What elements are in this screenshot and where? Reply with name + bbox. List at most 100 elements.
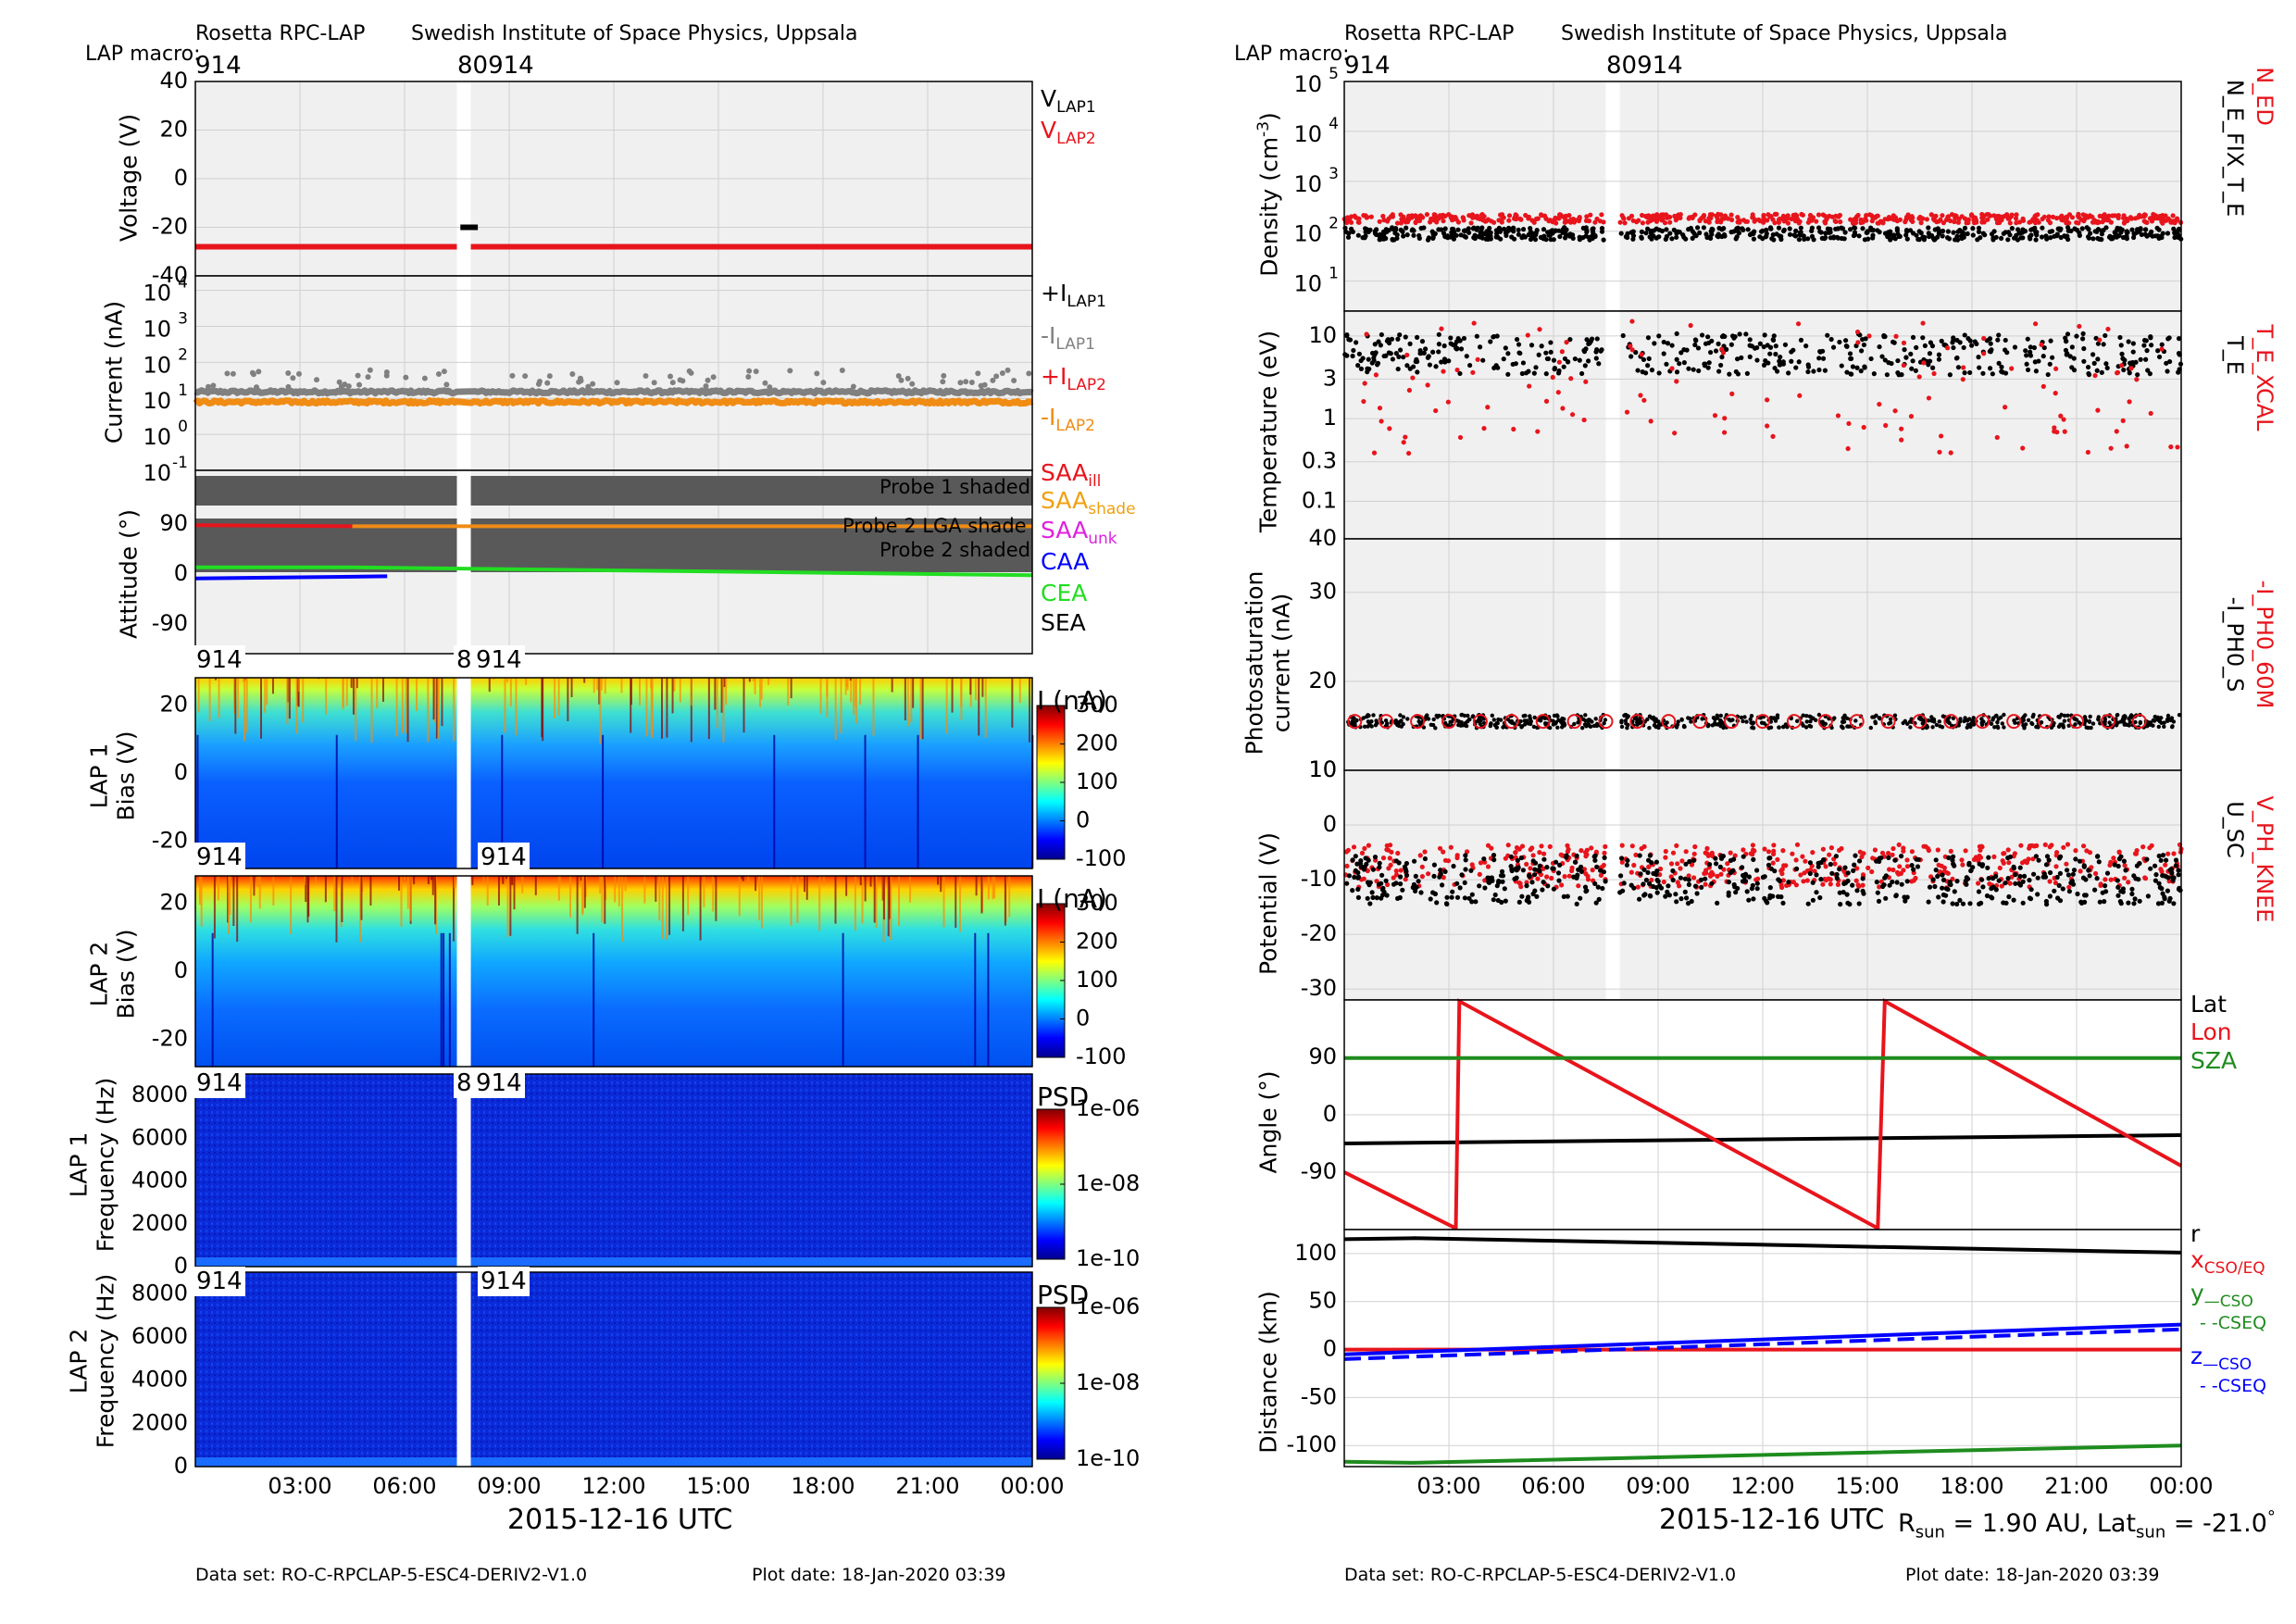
pot-knee-pt-19 bbox=[1403, 877, 1408, 882]
pot-usc-pt-107 bbox=[2066, 889, 2072, 894]
lap2-freq-macro-left: 914 bbox=[193, 1267, 245, 1296]
density-ned-pt-565 bbox=[1974, 219, 1979, 225]
temp-txcal-pt-102 bbox=[1960, 377, 1965, 382]
pot-usc-pt-454 bbox=[1741, 854, 1746, 859]
photo-s-pt-572 bbox=[1559, 718, 1565, 722]
photo-s-pt-427 bbox=[1775, 716, 1780, 720]
photo-s-pt-504 bbox=[1429, 722, 1434, 727]
pot-usc-pt-499 bbox=[1703, 876, 1708, 881]
lap1-bias-streak-52 bbox=[567, 678, 569, 721]
temp-te-pt-189 bbox=[1858, 348, 1865, 354]
pot-ytick-2: -10 bbox=[1301, 866, 1337, 892]
density-ned-pt-11 bbox=[1816, 212, 1822, 218]
lap1-bias-streak-105 bbox=[596, 678, 599, 691]
photo-s-pt-256 bbox=[1840, 724, 1844, 729]
distance-series-3 bbox=[1343, 1322, 2182, 1356]
temp-te-pt-408 bbox=[1927, 351, 1933, 356]
temp-te-pt-413 bbox=[1754, 357, 1760, 363]
current-spike-11 bbox=[990, 377, 996, 383]
density-nefix-pt-232 bbox=[1590, 226, 1595, 232]
current-spike-57 bbox=[814, 370, 820, 377]
pot-usc-pt-490 bbox=[2100, 890, 2105, 895]
temp-te-pt-368 bbox=[1962, 370, 1967, 376]
temp-te-pt-269 bbox=[1384, 338, 1391, 344]
lap1-freq-field bbox=[195, 1074, 1032, 1267]
lap2-bias-streak-126 bbox=[409, 876, 412, 921]
density-ned-pt-500 bbox=[1761, 215, 1766, 220]
density-nefix-pt-542 bbox=[1659, 228, 1665, 234]
pot-knee-pt-127 bbox=[1448, 844, 1454, 850]
left-institute: Swedish Institute of Space Physics, Upps… bbox=[411, 22, 858, 45]
lap1-bias-streak-99 bbox=[215, 678, 218, 681]
pot-knee-pt-295 bbox=[1485, 864, 1491, 869]
right-macro-914: 914 bbox=[1344, 52, 1391, 80]
temp-te-pt-395 bbox=[1572, 356, 1578, 362]
temp-te-pt-138 bbox=[2091, 360, 2097, 366]
temp-te-pt-401 bbox=[1820, 348, 1826, 354]
legend-lon: Lon bbox=[2190, 1018, 2232, 1045]
attitude-ytick-1: 0 bbox=[174, 560, 188, 586]
temp-te-pt-136 bbox=[1430, 349, 1436, 355]
lap1-bias-streak-57 bbox=[919, 678, 922, 740]
temp-te-pt-67 bbox=[1505, 371, 1511, 377]
pot-knee-pt-28 bbox=[1398, 868, 1404, 873]
density-ned-pt-322 bbox=[1850, 220, 1856, 226]
photo-s-pt-298 bbox=[1625, 726, 1629, 731]
pot-usc-pt-304 bbox=[1730, 868, 1736, 873]
pot-knee-pt-301 bbox=[1798, 872, 1803, 878]
pot-usc-pt-541 bbox=[1537, 868, 1542, 874]
pot-usc-pt-241 bbox=[1459, 872, 1465, 878]
pot-usc-pt-142 bbox=[1618, 873, 1624, 879]
photo-s-pt-484 bbox=[1424, 714, 1429, 719]
lap2-bias-streak-110 bbox=[406, 876, 409, 909]
photo-s-pt-308 bbox=[1543, 721, 1548, 726]
photo-60m-7 bbox=[1566, 714, 1582, 730]
temp-txcal-pt-112 bbox=[2124, 443, 2129, 449]
photo-s-pt-633 bbox=[2082, 715, 2088, 719]
temp-te-pt-149 bbox=[1665, 341, 1671, 346]
density-nefix-pt-470 bbox=[1374, 231, 1379, 237]
temp-te-pt-286 bbox=[1718, 362, 1724, 369]
lap1-freq-ytick-1: 6000 bbox=[131, 1124, 188, 1150]
density-nefix-pt-570 bbox=[1541, 236, 1546, 242]
pot-knee-pt-169 bbox=[1441, 875, 1446, 881]
lap2-bias-streak-137 bbox=[624, 876, 627, 892]
temp-txcal-pt-74 bbox=[1583, 379, 1589, 384]
pot-knee-pt-182 bbox=[1505, 843, 1511, 848]
pot-usc-pt-417 bbox=[1950, 857, 1955, 863]
density-ned-pt-145 bbox=[1785, 220, 1791, 226]
temp-te-pt-358 bbox=[2045, 371, 2051, 378]
lap1-bias-dip-7 bbox=[196, 734, 199, 868]
photo-s-pt-601 bbox=[1979, 722, 1985, 727]
temp-te-pt-494 bbox=[1358, 357, 1364, 364]
pot-usc-pt-17 bbox=[1673, 892, 1678, 897]
lap2-bias-streak-11 bbox=[818, 876, 821, 931]
lap2-bias-ylabel: LAP 2 Bias (V) bbox=[85, 930, 140, 1019]
density-nefix-pt-125 bbox=[1556, 228, 1562, 233]
temp-txcal-pt-12 bbox=[2039, 342, 2044, 347]
current-spike-17 bbox=[1011, 377, 1017, 383]
lap1-bias-streak-79 bbox=[671, 678, 674, 714]
density-nefix-pt-583 bbox=[2176, 232, 2181, 239]
density-nefix-pt-348 bbox=[1801, 233, 1806, 239]
pot-usc-pt-123 bbox=[1816, 864, 1821, 869]
pot-usc-pt-281 bbox=[1814, 872, 1819, 878]
density-nefix-pt-397 bbox=[1649, 236, 1654, 242]
pot-knee-pt-286 bbox=[1890, 845, 1896, 852]
pot-usc-pt-338 bbox=[1940, 892, 1946, 898]
photo-s-pt-522 bbox=[2072, 716, 2077, 720]
pot-usc-pt-437 bbox=[1645, 869, 1651, 876]
temp-te-pt-396 bbox=[1531, 370, 1537, 376]
pot-usc-pt-222 bbox=[1534, 893, 1540, 899]
lap1-bias-streak-113 bbox=[234, 678, 237, 734]
lap1-freq-ytick-2: 4000 bbox=[131, 1168, 188, 1193]
lap2-bias-streak-73 bbox=[942, 876, 945, 928]
lap2-bias-streak-14 bbox=[817, 876, 819, 878]
pot-usc-pt-597 bbox=[2005, 876, 2011, 881]
density-nefix-pt-506 bbox=[1894, 226, 1900, 231]
lap2-bias-streak-80 bbox=[882, 876, 885, 920]
pot-knee-pt-319 bbox=[2122, 863, 2128, 868]
lap1-bias-streak-53 bbox=[679, 678, 681, 703]
pot-usc-pt-221 bbox=[1837, 867, 1842, 872]
pot-usc-pt-395 bbox=[1847, 902, 1853, 907]
